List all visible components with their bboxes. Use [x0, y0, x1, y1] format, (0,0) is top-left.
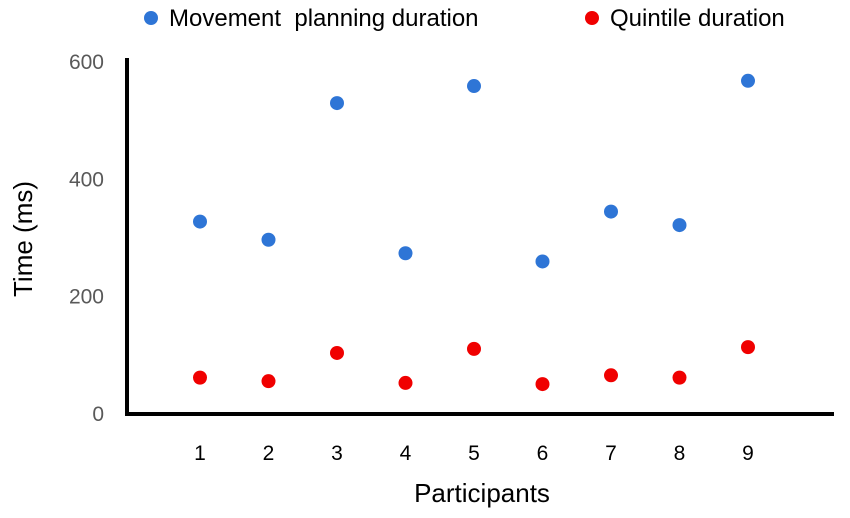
movement-planning-point — [193, 214, 207, 229]
movement-planning-point — [330, 96, 344, 111]
legend: Movement planning duration Quintile dura… — [144, 5, 785, 32]
quintile-point — [741, 340, 755, 355]
x-tick-label: 1 — [194, 442, 206, 465]
x-tick-label: 5 — [468, 442, 480, 465]
x-tick-labels: 1 2 3 4 5 6 7 8 9 — [194, 442, 754, 465]
movement-planning-point — [741, 73, 755, 88]
x-tick-label: 4 — [400, 442, 412, 465]
quintile-point — [193, 370, 207, 385]
y-tick-label: 0 — [92, 403, 104, 426]
movement-planning-point — [398, 246, 413, 261]
x-tick-label: 3 — [331, 442, 343, 465]
movement-planning-point — [604, 204, 618, 219]
movement-planning-point — [261, 232, 276, 247]
legend-marker-movement-planning — [144, 11, 158, 25]
quintile-point — [330, 345, 344, 360]
y-axis-title: Time (ms) — [8, 181, 38, 297]
movement-planning-point — [467, 79, 481, 94]
quintile-point — [604, 368, 618, 383]
quintile-point — [398, 375, 413, 390]
movement-planning-point — [672, 218, 687, 233]
quintile-point — [672, 370, 687, 385]
data-points — [193, 73, 755, 392]
x-tick-label: 2 — [263, 442, 275, 465]
quintile-point — [261, 374, 276, 389]
y-tick-label: 200 — [69, 286, 104, 309]
quintile-point — [467, 341, 481, 356]
x-tick-label: 9 — [742, 442, 754, 465]
y-tick-labels: 0 200 400 600 — [69, 51, 104, 426]
legend-label-movement-planning: Movement planning duration — [169, 5, 479, 32]
quintile-point — [535, 377, 550, 392]
y-tick-label: 600 — [69, 51, 104, 74]
legend-marker-quintile — [585, 11, 599, 25]
x-tick-label: 7 — [605, 442, 617, 465]
x-axis-title: Participants — [414, 478, 550, 508]
y-tick-label: 400 — [69, 168, 104, 191]
movement-planning-point — [535, 254, 550, 269]
x-tick-label: 8 — [674, 442, 686, 465]
legend-label-quintile: Quintile duration — [610, 5, 785, 32]
x-tick-label: 6 — [537, 442, 549, 465]
